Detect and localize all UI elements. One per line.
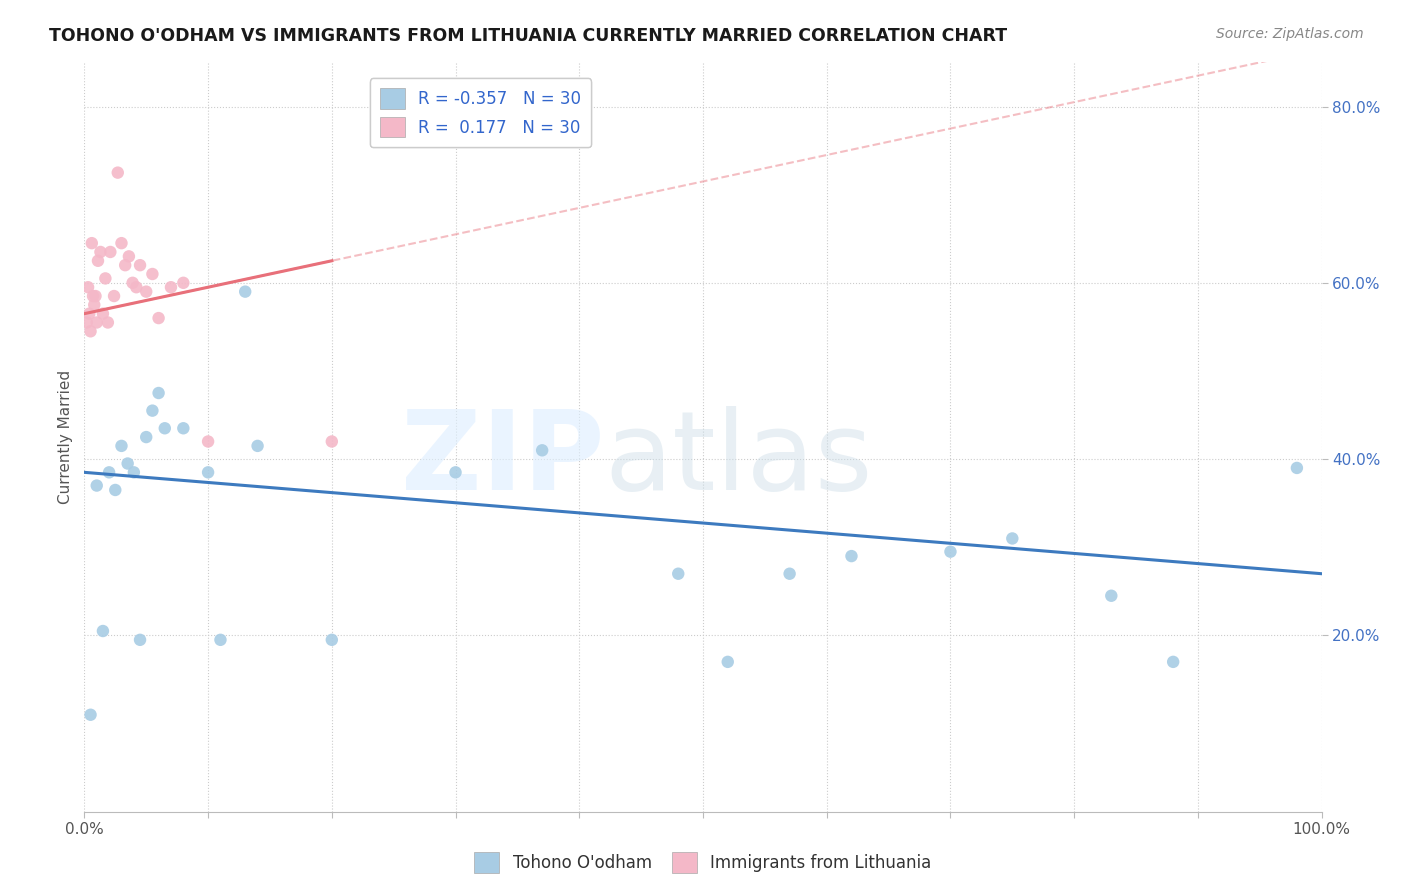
Point: [321, 434, 343, 449]
Point: [172, 421, 194, 435]
Point: [104, 483, 127, 497]
Point: [153, 421, 176, 435]
Point: [1161, 655, 1184, 669]
Text: ZIP: ZIP: [401, 406, 605, 513]
Point: [82, 289, 104, 303]
Point: [129, 258, 152, 272]
Point: [141, 403, 163, 417]
Point: [197, 466, 219, 480]
Legend: R = -0.357   N = 30, R =  0.177   N = 30: R = -0.357 N = 30, R = 0.177 N = 30: [370, 78, 591, 147]
Point: [91, 624, 114, 638]
Point: [84, 289, 107, 303]
Point: [79, 324, 101, 338]
Point: [141, 267, 163, 281]
Point: [117, 457, 139, 471]
Point: [135, 430, 157, 444]
Point: [1099, 589, 1122, 603]
Point: [114, 258, 136, 272]
Point: [444, 466, 467, 480]
Point: [321, 632, 343, 647]
Point: [939, 544, 962, 558]
Point: [233, 285, 256, 299]
Point: [107, 166, 129, 180]
Point: [79, 307, 101, 321]
Point: [1285, 461, 1308, 475]
Point: [135, 285, 157, 299]
Point: [531, 443, 554, 458]
Point: [246, 439, 269, 453]
Point: [86, 316, 108, 330]
Point: [122, 466, 145, 480]
Point: [129, 632, 152, 647]
Point: [80, 236, 103, 251]
Point: [76, 316, 98, 330]
Point: [148, 386, 170, 401]
Point: [172, 276, 194, 290]
Point: [86, 478, 108, 492]
Point: [83, 298, 105, 312]
Point: [103, 289, 125, 303]
Point: [79, 707, 101, 722]
Legend: Tohono O'odham, Immigrants from Lithuania: Tohono O'odham, Immigrants from Lithuani…: [468, 846, 938, 880]
Point: [148, 311, 170, 326]
Point: [98, 244, 121, 259]
Point: [94, 271, 117, 285]
Point: [87, 253, 110, 268]
Text: TOHONO O'ODHAM VS IMMIGRANTS FROM LITHUANIA CURRENTLY MARRIED CORRELATION CHART: TOHONO O'ODHAM VS IMMIGRANTS FROM LITHUA…: [49, 27, 1007, 45]
Text: atlas: atlas: [605, 406, 873, 513]
Point: [717, 655, 740, 669]
Point: [118, 249, 141, 263]
Point: [666, 566, 689, 581]
Y-axis label: Currently Married: Currently Married: [58, 370, 73, 504]
Point: [77, 280, 100, 294]
Point: [841, 549, 863, 563]
Point: [1001, 532, 1024, 546]
Point: [125, 280, 148, 294]
Point: [89, 244, 111, 259]
Point: [209, 632, 232, 647]
Point: [779, 566, 801, 581]
Text: Source: ZipAtlas.com: Source: ZipAtlas.com: [1216, 27, 1364, 41]
Point: [160, 280, 183, 294]
Point: [110, 439, 132, 453]
Point: [97, 316, 120, 330]
Point: [98, 466, 121, 480]
Point: [197, 434, 219, 449]
Point: [121, 276, 143, 290]
Point: [91, 307, 114, 321]
Point: [110, 236, 132, 251]
